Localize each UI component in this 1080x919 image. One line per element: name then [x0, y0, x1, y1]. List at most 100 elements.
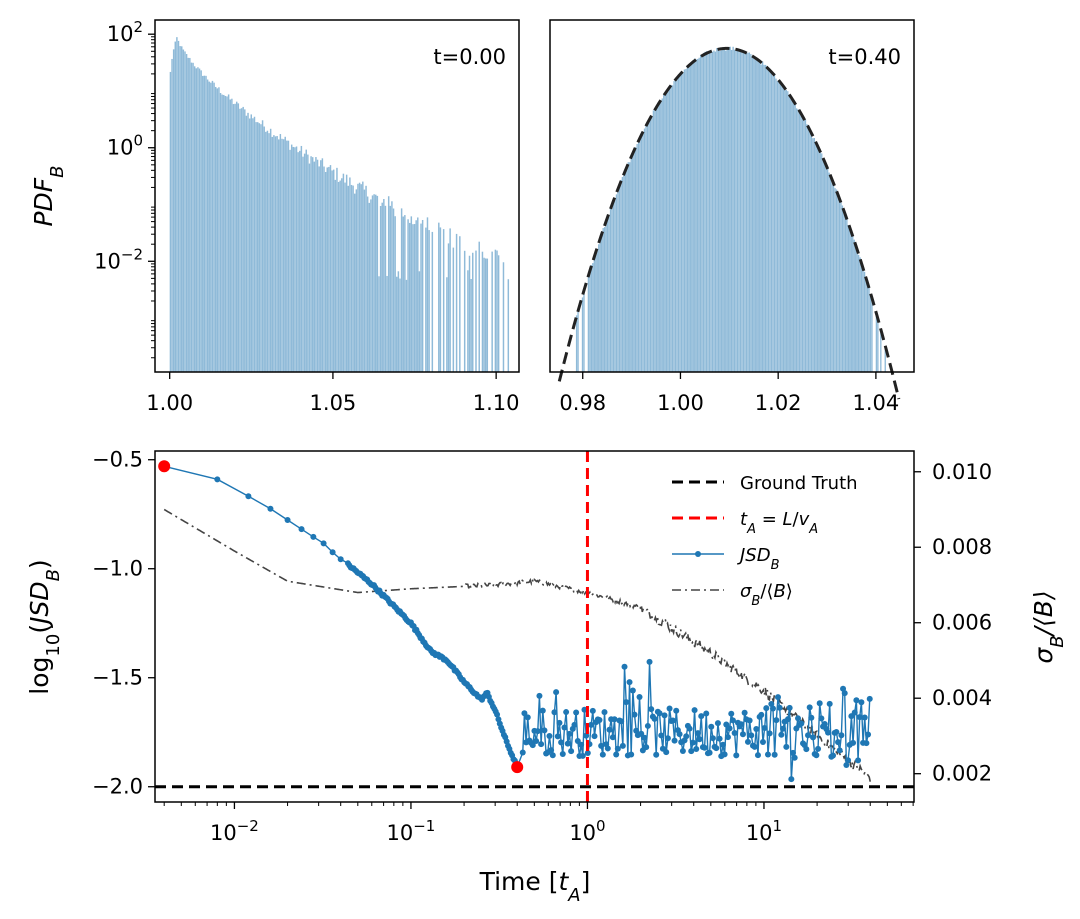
hist-bar — [407, 219, 409, 372]
hist-bar — [643, 128, 646, 372]
hist-bar — [759, 61, 761, 373]
jsd-point — [539, 707, 546, 714]
hist-bar — [595, 252, 597, 372]
jsd-point — [866, 695, 873, 702]
hist-bar — [452, 247, 455, 372]
hist-bar — [649, 119, 652, 373]
hist-bar — [337, 181, 340, 372]
hist-bar — [803, 119, 805, 372]
hist-bar — [651, 116, 653, 372]
hist-bar — [692, 60, 694, 373]
jsd-point — [556, 719, 563, 726]
jsd-point — [651, 715, 658, 722]
hist-bar — [370, 199, 372, 372]
jsd-point — [267, 505, 274, 512]
hist-bar — [226, 96, 228, 373]
hist-bar — [714, 51, 717, 373]
hist-bar — [728, 49, 730, 372]
ylabel-log-jsd: log10(JSDB) — [25, 559, 64, 694]
jsd-point — [783, 743, 790, 750]
hist-bar — [760, 64, 762, 372]
hist-bar — [677, 74, 680, 373]
hist-bar — [449, 228, 451, 372]
jsd-point — [748, 732, 755, 739]
hist-bar — [221, 94, 223, 372]
hist-bar — [470, 279, 472, 372]
hist-bar — [686, 66, 689, 372]
hist-bar — [767, 69, 770, 372]
hist-bar — [439, 227, 442, 372]
jsd-point — [758, 711, 765, 718]
hist-bar — [636, 144, 638, 372]
histogram-panel-t0: t=0.00 1.00 1.05 1.10 102 100 10−2 — [94, 18, 520, 415]
hist-bar — [184, 51, 186, 373]
jsd-point — [538, 741, 545, 748]
hist-bar — [620, 179, 622, 372]
jsd-point — [716, 735, 723, 742]
jsd-point — [693, 745, 700, 752]
jsd-point — [694, 730, 701, 737]
y-tick-label: −0.5 — [92, 448, 143, 472]
axis-ticks-jsd: 10−2 10−1 100 101 −0.5 −1.0 −1.5 −2.0 0.002 0.004… — [92, 448, 992, 845]
jsd-point — [578, 741, 585, 748]
histogram-bars-t0 — [169, 37, 510, 373]
hist-bar — [633, 150, 635, 372]
y2-tick-label: 0.004 — [932, 686, 992, 710]
jsd-point — [683, 733, 690, 740]
hist-bar — [772, 75, 774, 372]
hist-bar — [176, 37, 178, 372]
hist-bar — [825, 166, 827, 372]
hist-bar — [679, 75, 681, 373]
hist-bar — [399, 278, 401, 372]
jsd-point — [833, 728, 840, 735]
hist-bar — [785, 90, 787, 372]
legend-label: JSDB — [737, 545, 780, 573]
hist-bar — [735, 50, 737, 373]
hist-bar — [884, 347, 886, 372]
hist-bar — [342, 173, 345, 372]
hist-bar — [704, 51, 706, 372]
hist-bar — [725, 50, 727, 372]
hist-bar — [375, 194, 377, 372]
hist-bar — [668, 86, 671, 372]
hist-bar — [615, 194, 618, 372]
x-tick-label: 0.98 — [559, 391, 606, 415]
jsd-point — [646, 658, 653, 665]
hist-bar — [376, 195, 379, 372]
hist-bar — [182, 49, 185, 372]
hist-bar — [855, 247, 857, 372]
hist-bar — [627, 162, 629, 372]
hist-bar — [819, 150, 821, 372]
hist-bar — [410, 216, 413, 372]
hist-bar — [702, 52, 705, 372]
hist-bar — [402, 216, 404, 372]
jsd-point — [521, 710, 528, 717]
hist-bar — [716, 48, 718, 372]
hist-bar — [723, 49, 725, 372]
ylabel-pdf: PDFB — [29, 165, 68, 226]
hist-bar — [834, 188, 836, 372]
hist-bar — [757, 61, 759, 372]
hist-bar — [216, 88, 219, 372]
hist-bar — [674, 77, 677, 372]
hist-bar — [347, 185, 349, 372]
jsd-point — [563, 709, 570, 716]
hist-bar — [733, 49, 736, 372]
hist-bar — [355, 189, 358, 372]
jsd-point — [669, 717, 676, 724]
y-tick-label: −1.5 — [92, 666, 143, 690]
hist-bar — [875, 314, 878, 372]
jsd-point — [776, 704, 783, 711]
hist-bar — [705, 51, 708, 373]
hist-bar — [763, 64, 765, 373]
jsd-point — [623, 699, 630, 706]
hist-bar — [837, 196, 839, 372]
jsd-point — [825, 729, 832, 736]
hist-bar — [775, 78, 777, 372]
jsd-point — [661, 712, 668, 719]
hist-bar — [224, 95, 227, 372]
hist-bar — [366, 196, 369, 372]
hist-bar — [305, 149, 307, 372]
hist-bar — [316, 159, 319, 372]
